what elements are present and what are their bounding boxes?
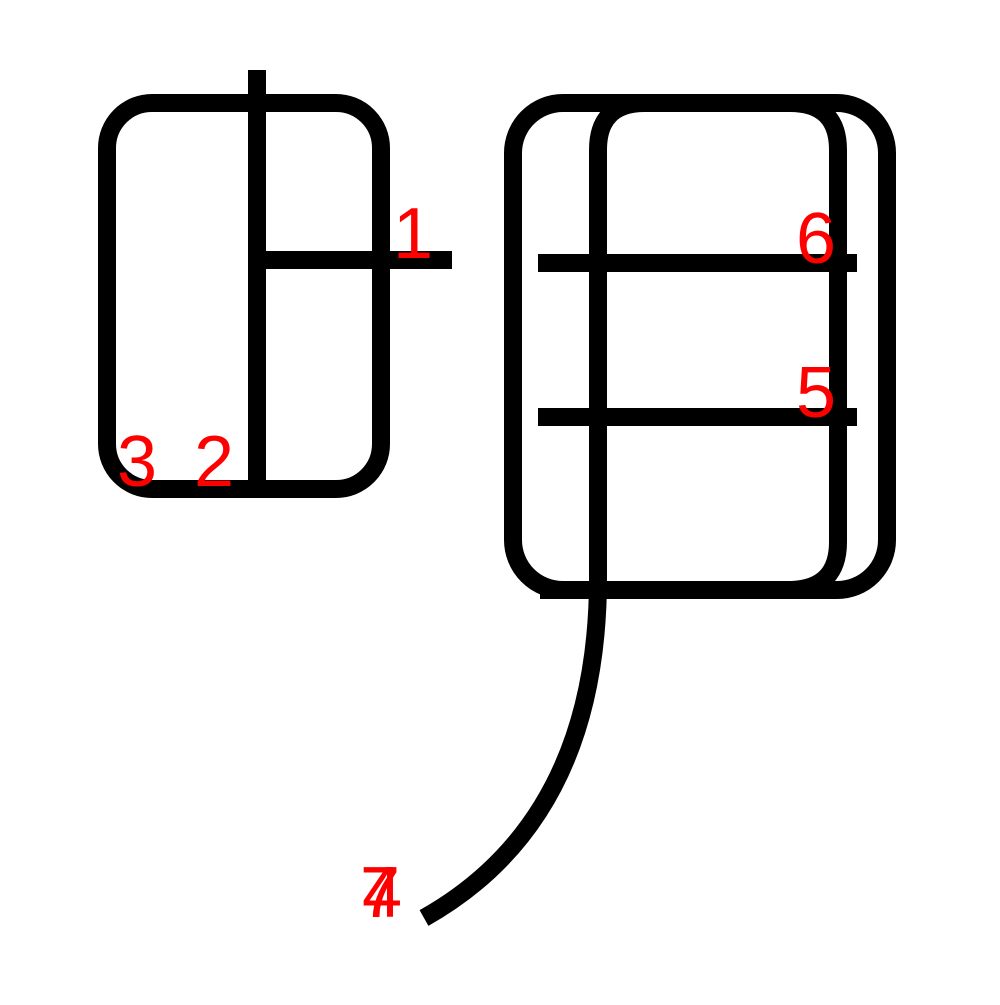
stroke-number-6: 6 [796,199,836,279]
stroke-number-4: 4 [362,853,402,933]
tail-sweep-stroke [419,577,607,926]
left-box-stroke [98,94,390,498]
stroke-number-2: 2 [194,422,234,502]
stroke-number-5: 5 [796,353,836,433]
right-inner-frame-stroke [540,94,847,599]
stroke-number-1: 1 [393,194,433,274]
stroke-number-3: 3 [117,422,157,502]
stroke-number-7: 7 [360,853,400,933]
